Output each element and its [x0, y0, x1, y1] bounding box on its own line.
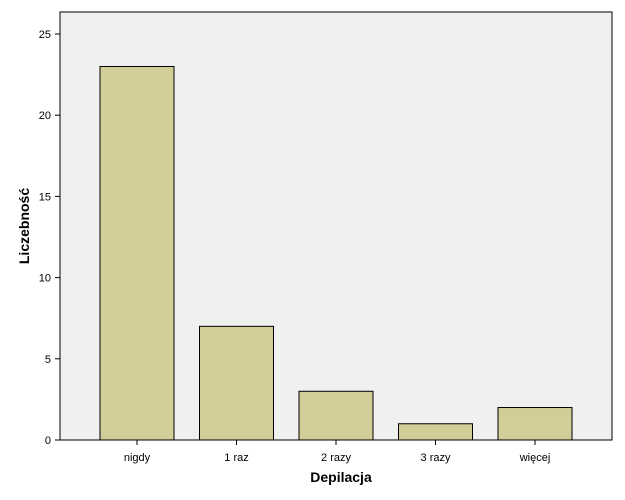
y-tick-label: 15 — [39, 191, 51, 203]
y-tick-label: 10 — [39, 273, 51, 285]
y-tick-label: 20 — [39, 110, 51, 122]
bar-3 — [398, 423, 473, 441]
x-tick-label: 2 razy — [321, 452, 351, 464]
x-tick-label: więcej — [519, 452, 551, 464]
y-tick-label: 0 — [45, 435, 51, 447]
bar-1 — [199, 325, 274, 441]
x-tick-label: 3 razy — [421, 452, 451, 464]
bars-group — [99, 65, 573, 441]
y-tick-label: 5 — [45, 354, 51, 366]
bar-4 — [497, 407, 573, 441]
y-axis-title: Liczebność — [16, 188, 32, 264]
y-tick-label: 25 — [39, 29, 51, 41]
x-tick-label: 1 raz — [224, 452, 248, 464]
bar-0 — [99, 65, 175, 441]
y-axis-ticks: 0 5 10 15 20 25 — [39, 29, 60, 447]
x-axis-ticks: nigdy 1 raz 2 razy 3 razy więcej — [124, 440, 550, 464]
x-axis-title: Depilacja — [310, 469, 372, 485]
bar-2 — [298, 390, 374, 441]
x-tick-label: nigdy — [124, 452, 151, 464]
